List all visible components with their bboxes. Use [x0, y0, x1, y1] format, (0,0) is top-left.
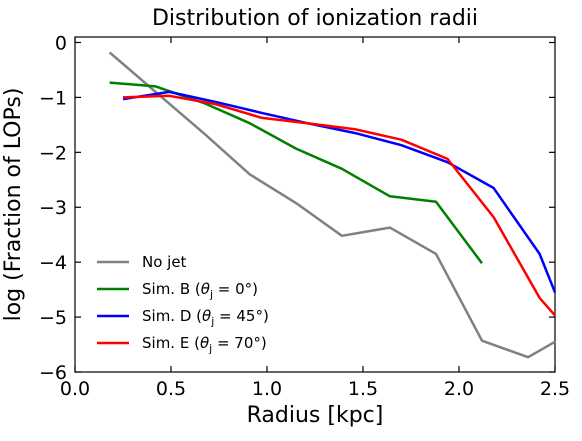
- y-tick-label: −6: [39, 362, 67, 384]
- series-line-2: [109, 81, 484, 265]
- y-axis-label: log (Fraction of LOPs): [1, 88, 26, 322]
- x-tick-label: 1.5: [348, 378, 378, 400]
- y-tick-label: −4: [39, 252, 67, 274]
- y-tick-label: −2: [39, 142, 67, 164]
- series-line-3: [122, 90, 557, 293]
- legend-label-2: Sim. B (θj = 0°): [142, 280, 258, 301]
- legend-label-3: Sim. D (θj = 45°): [142, 307, 269, 328]
- axes: Distribution of ionization radii 0.0 0.5 1.…: [1, 6, 570, 428]
- chart-title: Distribution of ionization radii: [152, 6, 478, 31]
- x-axis-label: Radius [kpc]: [247, 403, 384, 428]
- series-lines: [108, 51, 557, 359]
- legend-label-4: Sim. E (θj = 70°): [142, 334, 267, 355]
- series-line-4: [122, 94, 556, 317]
- x-tick-label: 2.0: [444, 378, 474, 400]
- y-tick-label: −3: [39, 197, 67, 219]
- series-line-1: [108, 51, 556, 359]
- x-tick-label: 0.5: [156, 378, 186, 400]
- legend: No jet Sim. B (θj = 0°) Sim. D (θj = 45°) S…: [97, 253, 269, 355]
- x-tick-label: 0.0: [60, 378, 90, 400]
- x-tick-label: 2.5: [540, 378, 570, 400]
- y-tick-label: 0: [55, 32, 67, 54]
- legend-label-1: No jet: [142, 253, 187, 271]
- y-tick-label: −1: [39, 87, 67, 109]
- x-tick-label: 1.0: [252, 378, 282, 400]
- y-tick-label: −5: [39, 307, 67, 329]
- plot-frame: [74, 36, 556, 373]
